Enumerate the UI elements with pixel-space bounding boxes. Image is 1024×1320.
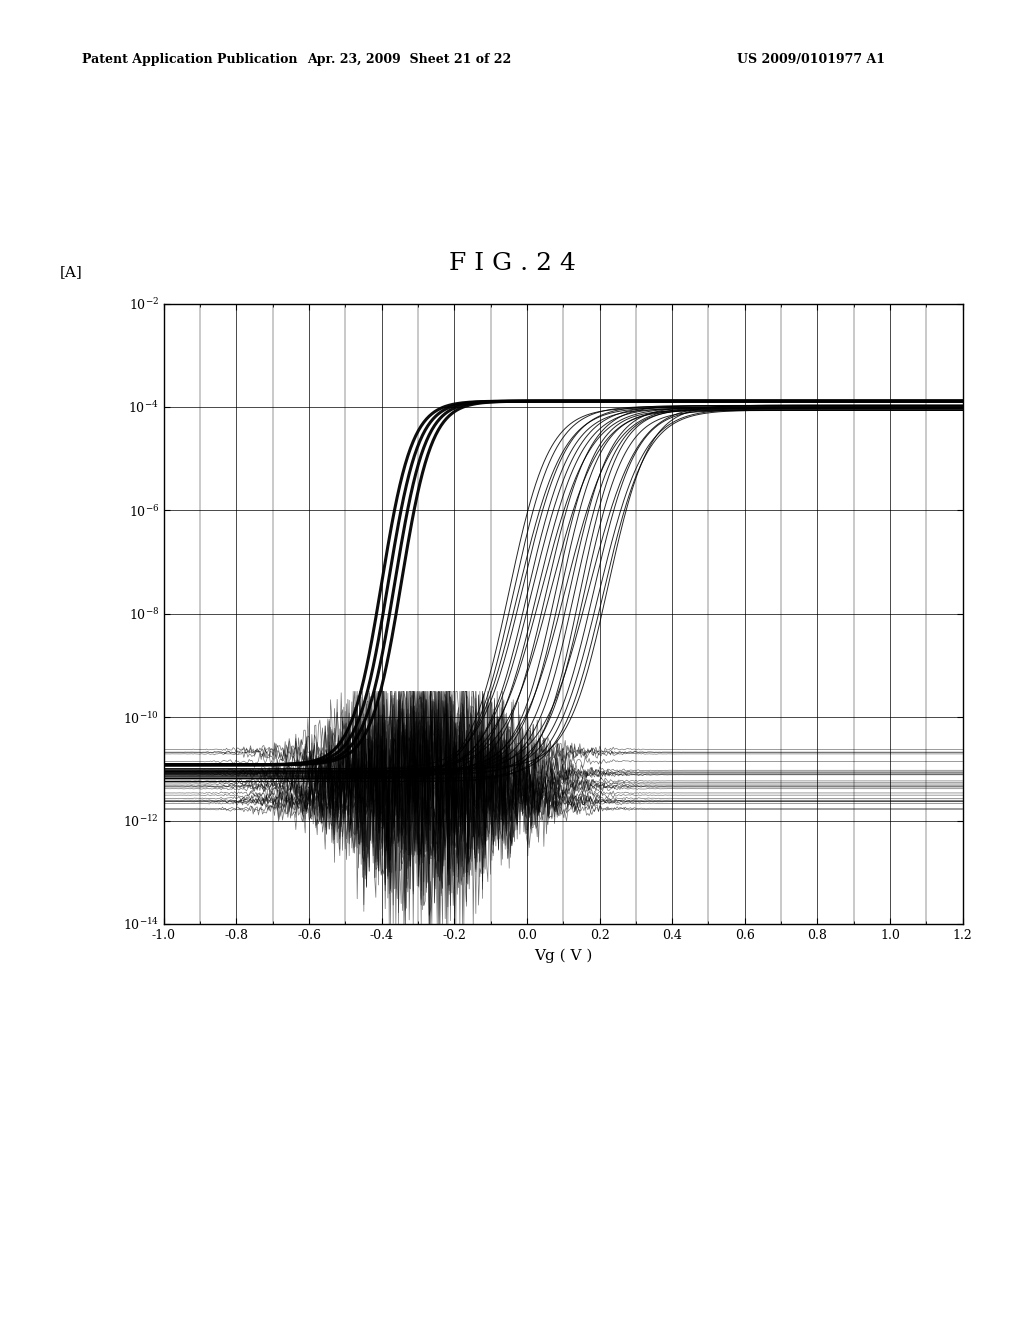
Text: Apr. 23, 2009  Sheet 21 of 22: Apr. 23, 2009 Sheet 21 of 22 <box>307 53 512 66</box>
Text: [A]: [A] <box>60 265 83 279</box>
Text: F I G . 2 4: F I G . 2 4 <box>449 252 575 276</box>
Text: Patent Application Publication: Patent Application Publication <box>82 53 297 66</box>
X-axis label: Vg ( V ): Vg ( V ) <box>534 949 593 964</box>
Text: US 2009/0101977 A1: US 2009/0101977 A1 <box>737 53 886 66</box>
